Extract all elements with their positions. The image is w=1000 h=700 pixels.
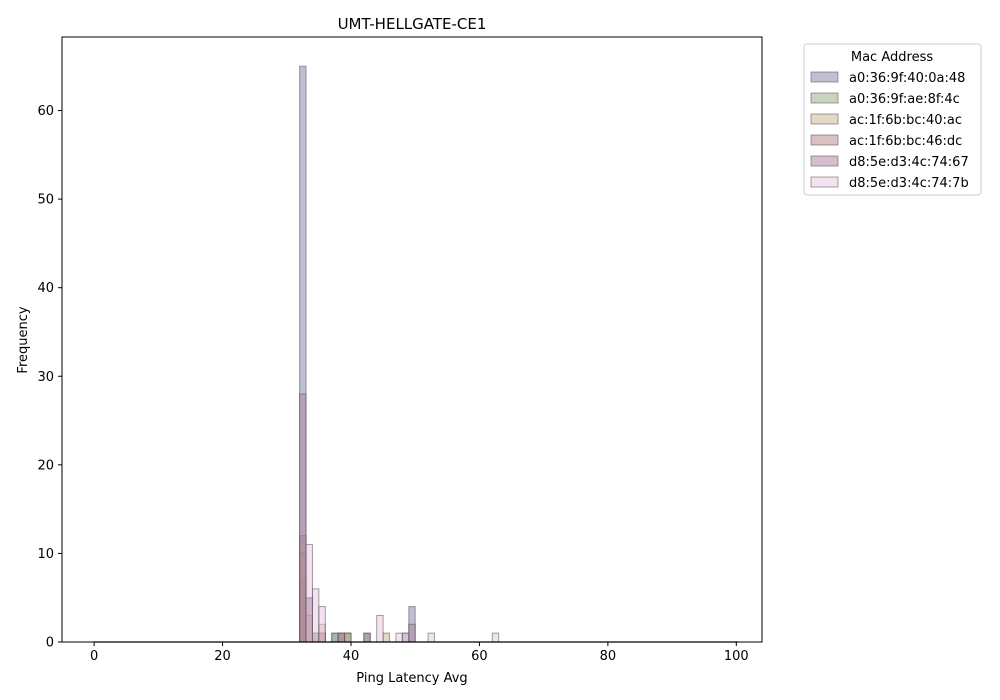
y-tick-label: 20 (37, 458, 54, 473)
histogram-bar (491, 632, 500, 643)
legend-swatch (810, 176, 839, 188)
legend-label: a0:36:9f:40:0a:48 (849, 71, 965, 86)
histogram-bar (299, 393, 307, 643)
x-tick-label: 100 (724, 649, 749, 664)
x-tick-label: 60 (471, 649, 488, 664)
legend-label: ac:1f:6b:bc:40:ac (849, 113, 962, 128)
histogram-bar (337, 632, 346, 643)
histogram-bar (376, 614, 384, 643)
legend-swatch (810, 92, 839, 104)
y-tick-label: 60 (37, 104, 54, 119)
legend-swatch (810, 134, 839, 146)
y-axis-label: Frequency (16, 306, 31, 373)
y-tick-label: 50 (37, 193, 54, 208)
histogram-bar (363, 632, 371, 643)
histogram-bar (401, 632, 410, 643)
histogram-bar (318, 606, 326, 643)
y-tick-label: 10 (37, 547, 54, 562)
legend-label: a0:36:9f:ae:8f:4c (849, 92, 960, 107)
legend-title: Mac Address (851, 50, 933, 65)
legend-swatch (810, 71, 839, 83)
y-tick-label: 0 (46, 636, 54, 651)
x-tick-label: 40 (343, 649, 360, 664)
histogram-bar (331, 632, 339, 643)
x-tick-label: 0 (90, 649, 98, 664)
legend-label: d8:5e:d3:4c:74:7b (849, 176, 969, 191)
histogram-bar (311, 588, 320, 643)
histogram-bar (427, 632, 435, 643)
histogram-bar (382, 632, 391, 643)
histogram-bar (305, 544, 313, 643)
x-tick-label: 80 (600, 649, 617, 664)
y-tick-label: 40 (37, 281, 54, 296)
x-axis-label: Ping Latency Avg (356, 671, 467, 686)
histogram-bar (344, 632, 352, 643)
legend-swatch (810, 113, 839, 125)
legend-swatch (810, 155, 839, 167)
legend-box (803, 43, 982, 196)
legend-label: d8:5e:d3:4c:74:67 (849, 155, 969, 170)
histogram-bars (299, 65, 500, 643)
legend-items: a0:36:9f:40:0a:48 a0:36:9f:ae:8f:4c ac:1f:… (810, 71, 969, 191)
histogram-bar (408, 623, 416, 643)
plot-frame (61, 36, 763, 643)
legend-label: ac:1f:6b:bc:46:dc (849, 134, 962, 149)
y-axis-ticks: 0 10 20 30 40 50 60 (37, 104, 62, 651)
histogram-bar (395, 632, 403, 643)
chart-title: UMT-HELLGATE-CE1 (338, 15, 487, 33)
x-tick-label: 20 (214, 649, 231, 664)
plot-area: 0 20 40 60 80 100 0 10 20 30 40 50 60 (37, 36, 763, 664)
x-axis-ticks: 0 20 40 60 80 100 (90, 642, 749, 664)
legend: Mac Address a0:36:9f:40:0a:48 a0:36:9f:ae… (803, 43, 982, 196)
y-tick-label: 30 (37, 370, 54, 385)
